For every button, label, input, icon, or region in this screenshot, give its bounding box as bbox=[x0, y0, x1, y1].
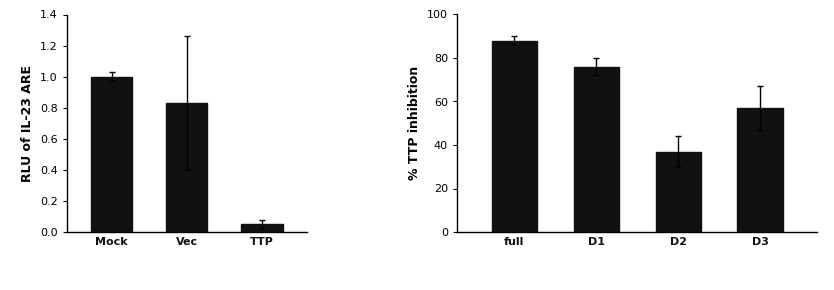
Bar bbox=[91, 77, 133, 232]
Bar bbox=[492, 41, 537, 232]
Bar bbox=[574, 67, 619, 232]
Bar bbox=[737, 108, 782, 232]
Y-axis label: % TTP inhibition: % TTP inhibition bbox=[409, 66, 421, 180]
Bar bbox=[656, 151, 701, 232]
Bar bbox=[166, 103, 208, 232]
Bar bbox=[241, 224, 283, 232]
Y-axis label: RLU of IL-23 ARE: RLU of IL-23 ARE bbox=[22, 65, 34, 182]
